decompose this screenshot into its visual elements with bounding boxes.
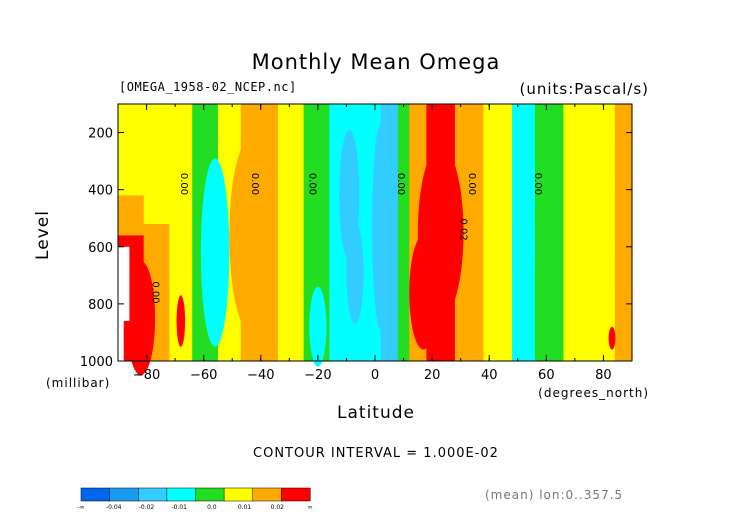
x-axis-unit: (degrees_north) [538,386,649,400]
contour-band [483,104,513,361]
color-scale-label: 0.01 [238,504,252,511]
x-tick-label: 80 [595,368,612,383]
contour-cell [229,141,270,330]
color-scale-swatch [166,487,197,502]
missing-data-region [118,246,130,322]
contour-cell [346,221,364,324]
missing-data-region [118,321,124,361]
contour-band [118,195,145,236]
contour-cell [372,123,390,330]
x-tick-label: −60 [190,368,217,383]
x-tick-label: 20 [424,368,441,383]
color-scale-bar: -∞ -0.04 -0.02 -0.01 0.0 0.01 0.02 ∞ [77,487,313,511]
x-tick-label: −40 [247,368,274,383]
x-tick-label: 0 [371,368,379,383]
color-scale-label: -0.01 [171,504,187,511]
color-scale-swatch [281,487,311,502]
color-scale-label: 0.02 [271,504,285,511]
color-scale-label: 0.0 [207,504,217,511]
chart-title: Monthly Mean Omega [251,50,501,74]
contour-band [614,104,633,361]
color-scale-swatch [109,487,139,502]
contour-band [397,104,410,361]
averaging-note: (mean) lon:0..357.5 [485,488,624,502]
contour-cell [409,235,438,350]
color-scale-swatch [195,487,225,502]
contour-label: 0.00 [249,173,260,195]
color-scale-swatch [80,487,111,502]
x-tick-label: 60 [538,368,555,383]
contour-band [563,104,616,361]
contour-label: 0.00 [149,281,160,303]
contour-detail-layer [118,123,616,376]
contour-label: 0.00 [395,173,406,195]
x-tick-label: −80 [133,368,160,383]
contour-label-layer: 0.00 0.00 0.00 0.00 0.00 0.02 0.00 0.00 [149,173,543,304]
contour-label: 0.00 [466,173,477,195]
contour-band [118,104,145,196]
y-tick-label: 600 [88,241,113,256]
color-scale-label: -0.04 [106,504,122,511]
contour-label: 0.00 [178,173,189,195]
contour-label: 0.00 [306,173,317,195]
contour-cell [126,261,156,376]
color-scale-swatch [223,487,254,502]
contour-interval-label: CONTOUR INTERVAL = 1.000E-02 [253,446,499,461]
contour-band [277,104,305,361]
y-tick-label: 400 [88,184,113,199]
x-tick-label: 40 [481,368,498,383]
color-scale-label: -0.02 [139,504,155,511]
contour-band [534,104,564,361]
contour-label: 0.00 [532,173,543,195]
y-axis-unit: (millibar) [46,376,111,390]
contour-label: 0.02 [458,219,469,241]
contour-cell [176,295,186,347]
x-axis-label: Latitude [337,403,415,423]
color-scale-swatch [138,487,168,502]
y-tick-label: 1000 [80,355,113,370]
contour-cell [512,161,535,333]
color-scale-swatch [252,487,282,502]
contour-cell [200,158,230,347]
color-scale-label: ∞ [308,504,313,511]
contour-band [143,104,170,224]
x-tick-label: −20 [304,368,331,383]
y-tick-label: 200 [88,127,113,142]
units-label: (units:Pascal/s) [519,80,649,98]
file-label: [OMEGA_1958-02_NCEP.nc] [119,80,297,94]
contour-cell [608,326,616,350]
color-scale-label: -∞ [77,504,84,511]
axis-ticks: −80 −60 −40 −20 0 20 40 60 80 200 400 600 800 1000 [80,104,633,383]
contour-cell [309,286,327,367]
y-tick-label: 800 [88,298,113,313]
contour-band [169,104,193,361]
